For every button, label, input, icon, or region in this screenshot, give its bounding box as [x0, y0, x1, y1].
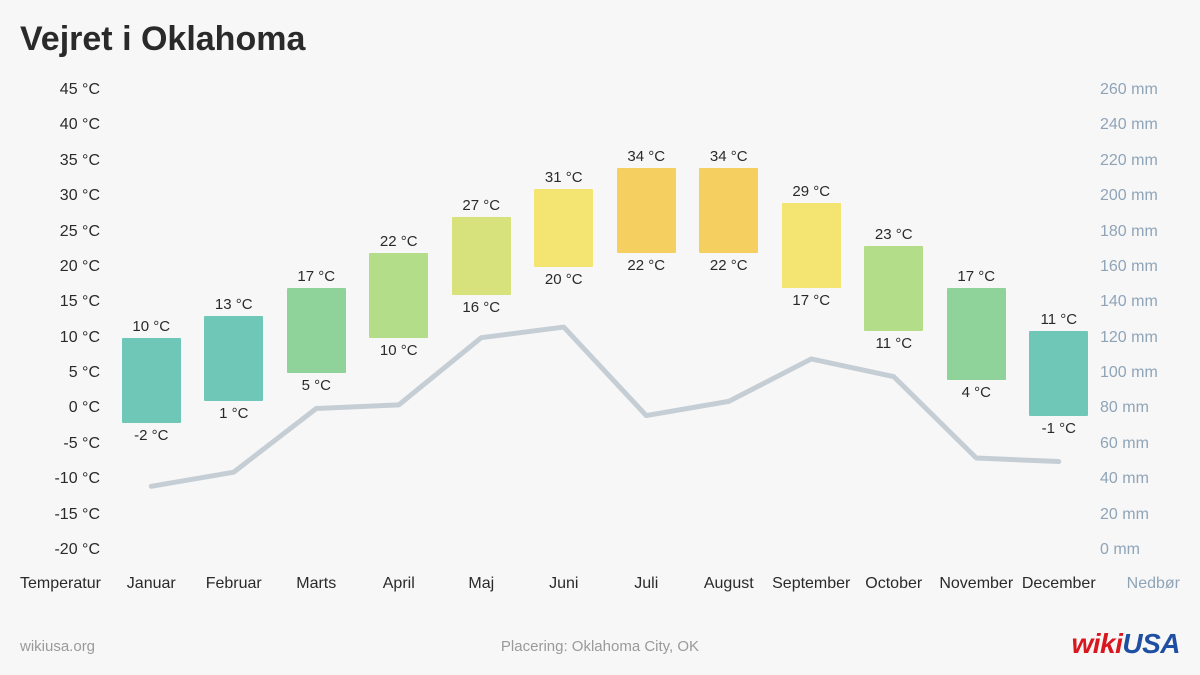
month-label: November — [939, 575, 1013, 593]
month-label: October — [865, 575, 922, 593]
high-temp-label: 17 °C — [297, 268, 335, 285]
high-temp-label: 31 °C — [545, 169, 583, 186]
y-left-tick: 45 °C — [0, 81, 100, 99]
low-temp-label: 4 °C — [962, 384, 991, 401]
y-right-tick: 180 mm — [1100, 223, 1190, 241]
low-temp-label: -1 °C — [1042, 420, 1076, 437]
high-temp-label: 13 °C — [215, 296, 253, 313]
y-left-tick: -10 °C — [0, 470, 100, 488]
y-left-tick: 25 °C — [0, 223, 100, 241]
month-label: August — [704, 575, 754, 593]
logo: wikiUSA — [1071, 628, 1180, 660]
y-left-tick: -15 °C — [0, 506, 100, 524]
month-bar — [864, 246, 923, 331]
month-label: Marts — [296, 575, 336, 593]
y-right-tick: 100 mm — [1100, 364, 1190, 382]
month-bar — [947, 288, 1006, 380]
high-temp-label: 17 °C — [957, 268, 995, 285]
low-temp-label: 22 °C — [710, 257, 748, 274]
month-label: September — [772, 575, 850, 593]
chart-title: Vejret i Oklahoma — [20, 20, 305, 59]
y-left-tick: 30 °C — [0, 187, 100, 205]
high-temp-label: 11 °C — [1040, 311, 1077, 328]
climate-chart: 10 °C -2 °C 13 °C 1 °C 17 °C 5 °C 22 °C 10 °C 27… — [110, 90, 1100, 550]
low-temp-label: 20 °C — [545, 271, 583, 288]
y-left-tick: 15 °C — [0, 293, 100, 311]
month-bar — [122, 338, 181, 423]
high-temp-label: 34 °C — [710, 148, 748, 165]
low-temp-label: -2 °C — [134, 427, 168, 444]
high-temp-label: 29 °C — [792, 183, 830, 200]
y-left-tick: 20 °C — [0, 258, 100, 276]
month-bar — [782, 203, 841, 288]
y-right-tick: 0 mm — [1100, 541, 1190, 559]
month-bar — [452, 217, 511, 295]
footer-location: Placering: Oklahoma City, OK — [501, 638, 699, 655]
y-right-tick: 240 mm — [1100, 116, 1190, 134]
y-right-tick: 140 mm — [1100, 293, 1190, 311]
high-temp-label: 23 °C — [875, 226, 913, 243]
x-axis-labels: Januar Februar Marts April Maj Juni Juli August… — [0, 575, 1200, 605]
low-temp-label: 10 °C — [380, 342, 418, 359]
y-left-tick: -5 °C — [0, 435, 100, 453]
y-left-tick: -20 °C — [0, 541, 100, 559]
high-temp-label: 27 °C — [462, 197, 500, 214]
y-right-tick: 120 mm — [1100, 329, 1190, 347]
high-temp-label: 22 °C — [380, 233, 418, 250]
y-left-tick: 5 °C — [0, 364, 100, 382]
month-bar — [534, 189, 593, 267]
low-temp-label: 17 °C — [792, 292, 830, 309]
y-right-tick: 260 mm — [1100, 81, 1190, 99]
y-right-tick: 20 mm — [1100, 506, 1190, 524]
y-right-tick: 200 mm — [1100, 187, 1190, 205]
y-axis-right-ticks: 260 mm240 mm220 mm200 mm180 mm160 mm140 … — [1100, 90, 1190, 550]
month-label: Januar — [127, 575, 176, 593]
low-temp-label: 1 °C — [219, 405, 248, 422]
month-label: April — [383, 575, 415, 593]
month-bar — [699, 168, 758, 253]
low-temp-label: 11 °C — [875, 335, 912, 352]
y-right-tick: 40 mm — [1100, 470, 1190, 488]
high-temp-label: 34 °C — [627, 148, 665, 165]
y-right-tick: 220 mm — [1100, 152, 1190, 170]
y-left-tick: 40 °C — [0, 116, 100, 134]
y-left-tick: 0 °C — [0, 399, 100, 417]
month-bar — [617, 168, 676, 253]
y-right-tick: 160 mm — [1100, 258, 1190, 276]
footer-source: wikiusa.org — [20, 638, 95, 655]
month-bar — [369, 253, 428, 338]
low-temp-label: 22 °C — [627, 257, 665, 274]
y-left-tick: 10 °C — [0, 329, 100, 347]
month-label: Juni — [549, 575, 578, 593]
low-temp-label: 5 °C — [302, 377, 331, 394]
high-temp-label: 10 °C — [132, 318, 170, 335]
month-label: December — [1022, 575, 1096, 593]
low-temp-label: 16 °C — [462, 299, 500, 316]
month-label: Juli — [634, 575, 658, 593]
month-bar — [287, 288, 346, 373]
month-bar — [204, 316, 263, 401]
logo-part2: USA — [1122, 628, 1180, 659]
y-axis-left-ticks: 45 °C40 °C35 °C30 °C25 °C20 °C15 °C10 °C… — [0, 90, 100, 550]
month-label: Maj — [468, 575, 494, 593]
precip-axis-title: Nedbør — [1127, 575, 1180, 593]
month-bar — [1029, 331, 1088, 416]
temp-axis-title: Temperatur — [20, 575, 101, 593]
logo-part1: wiki — [1071, 628, 1122, 659]
y-right-tick: 60 mm — [1100, 435, 1190, 453]
y-left-tick: 35 °C — [0, 152, 100, 170]
month-label: Februar — [206, 575, 262, 593]
y-right-tick: 80 mm — [1100, 399, 1190, 417]
